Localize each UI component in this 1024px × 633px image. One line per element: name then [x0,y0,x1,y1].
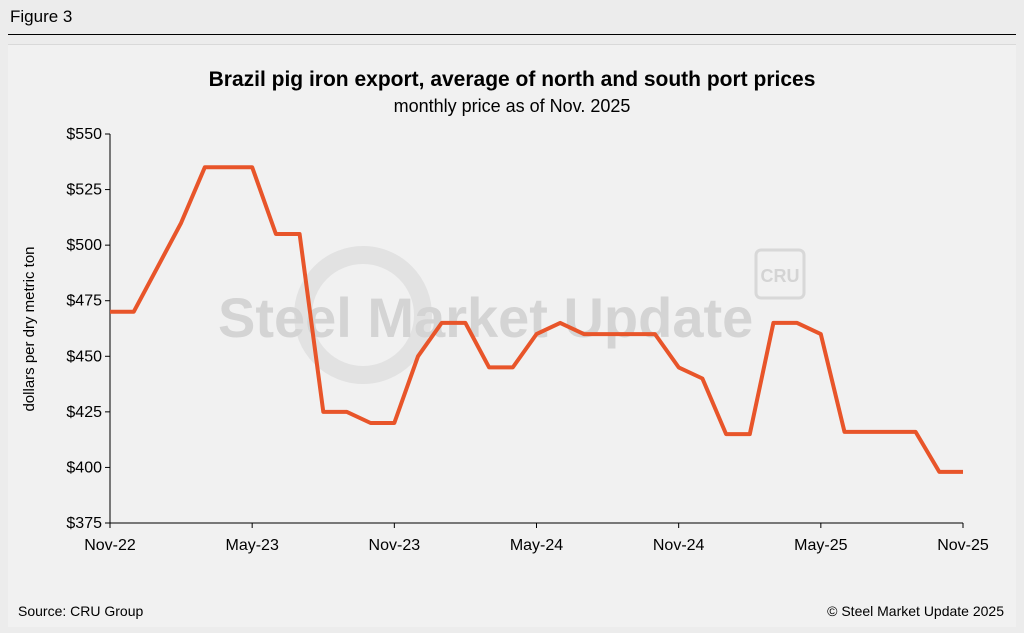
watermark-text: Steel Market Update [218,286,753,349]
y-tick-label: $525 [66,182,102,199]
cru-badge-icon [754,248,806,300]
y-tick-label: $550 [66,126,102,143]
line-chart: Steel Market Update CRU Brazil pig iron … [21,68,989,554]
source-note: Source: CRU Group [18,603,144,619]
x-tick-label: Nov-25 [937,537,989,554]
y-tick-label: $450 [66,348,102,365]
copyright-note: © Steel Market Update 2025 [827,603,1004,619]
figure-divider [8,34,1016,35]
plot-area [109,165,964,474]
x-tick-label: May-23 [225,537,278,554]
chart-panel: Steel Market Update CRU Brazil pig iron … [8,44,1016,627]
x-tick-label: Nov-24 [653,537,705,554]
x-tick-label: Nov-23 [369,537,421,554]
x-tick-label: May-24 [510,537,563,554]
y-tick-label: $500 [66,237,102,254]
watermark-ring-icon [294,246,432,384]
axes: $375 $400 $425 $450 $475 $500 $525 $550 Nov-22 Ma… [66,126,988,554]
cru-badge-text: CRU [761,266,800,286]
x-tick-label: Nov-22 [84,537,136,554]
x-tick-label: May-25 [794,537,847,554]
y-axis-label: dollars per dry metric ton [21,246,38,411]
y-tick-label: $425 [66,404,102,421]
y-tick-label: $400 [66,459,102,476]
chart-title: Brazil pig iron export, average of north… [209,68,816,91]
y-tick-label: $475 [66,293,102,310]
watermark: Steel Market Update CRU [218,246,806,384]
chart-subtitle: monthly price as of Nov. 2025 [394,96,631,116]
y-tick-label: $375 [66,515,102,532]
figure-label: Figure 3 [10,7,73,26]
